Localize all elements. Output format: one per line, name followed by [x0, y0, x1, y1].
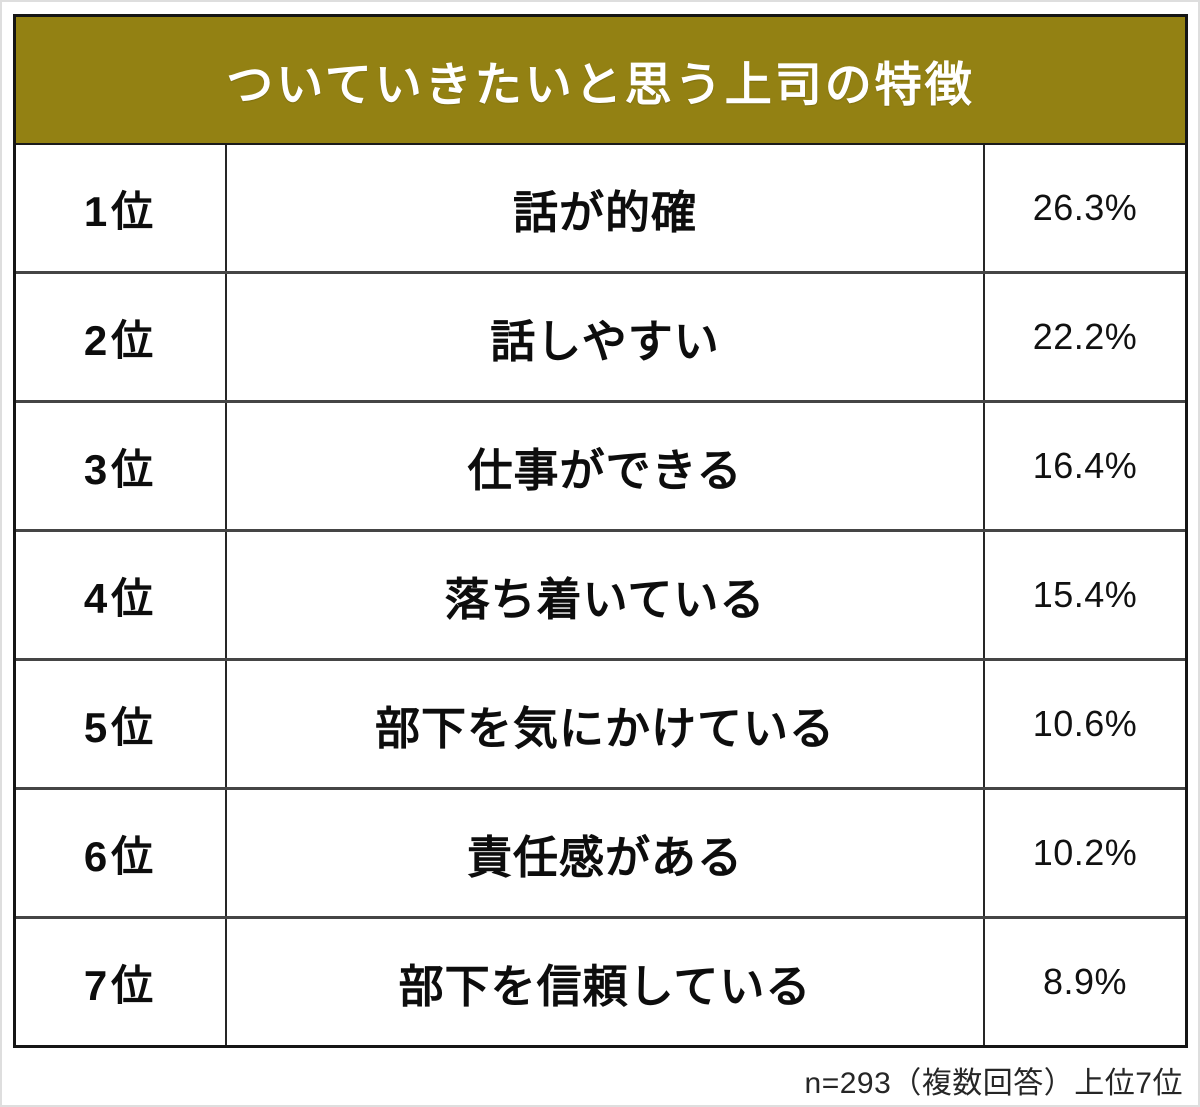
item-label: 話が的確	[227, 145, 985, 271]
table-header: ついていきたいと思う上司の特徴	[16, 17, 1185, 145]
rank-label: 2位	[16, 274, 227, 400]
item-label: 責任感がある	[227, 790, 985, 916]
percent-value: 16.4%	[1032, 445, 1138, 486]
table-row: 4位 落ち着いている 15.4%	[16, 529, 1185, 658]
percent-value: 10.2%	[1032, 832, 1138, 873]
rank-label: 7位	[16, 919, 227, 1045]
percent-value: 15.4%	[1032, 574, 1138, 615]
percent-value: 8.9%	[1042, 961, 1128, 1002]
rank-label: 3位	[16, 403, 227, 529]
sample-size-note: n=293（複数回答）上位7位	[804, 1067, 1183, 1100]
rank-label: 4位	[16, 532, 227, 658]
item-label: 落ち着いている	[227, 532, 985, 658]
percent-value: 26.3%	[1032, 187, 1138, 228]
table-row: 3位 仕事ができる 16.4%	[16, 400, 1185, 529]
rank-label: 6位	[16, 790, 227, 916]
table-row: 5位 部下を気にかけている 10.6%	[16, 658, 1185, 787]
rank-label: 5位	[16, 661, 227, 787]
table-row: 2位 話しやすい 22.2%	[16, 271, 1185, 400]
item-label: 仕事ができる	[227, 403, 985, 529]
percent-value: 22.2%	[1032, 316, 1138, 357]
table-row: 6位 責任感がある 10.2%	[16, 787, 1185, 916]
percent-value: 10.6%	[1032, 703, 1138, 744]
item-label: 部下を信頼している	[227, 919, 985, 1045]
rank-label: 1位	[16, 145, 227, 271]
item-label: 話しやすい	[227, 274, 985, 400]
table-row: 7位 部下を信頼している 8.9%	[16, 916, 1185, 1045]
ranking-table: ついていきたいと思う上司の特徴 1位 話が的確 26.3% 2位 話しやすい 2…	[13, 14, 1188, 1048]
table-row: 1位 話が的確 26.3%	[16, 145, 1185, 271]
item-label: 部下を気にかけている	[227, 661, 985, 787]
page-title: ついていきたいと思う上司の特徴	[226, 57, 975, 111]
